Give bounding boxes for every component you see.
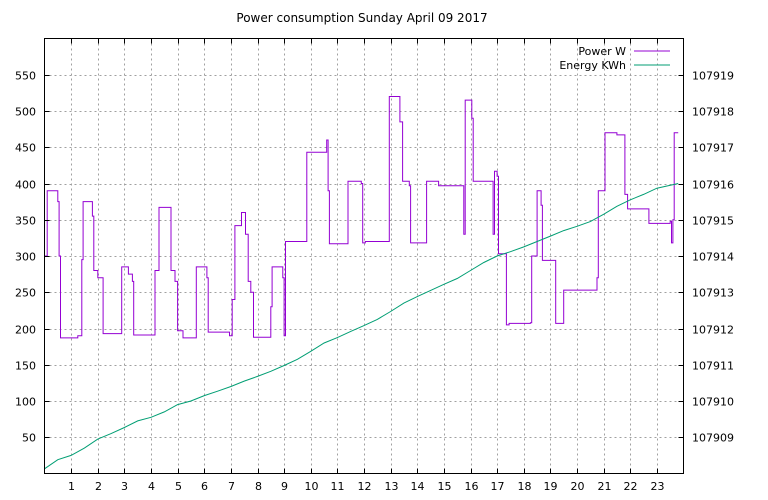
y-left-tick-label: 50 — [22, 432, 36, 445]
y-left-tick-label: 450 — [15, 142, 36, 155]
x-tick-label: 22 — [624, 480, 638, 493]
y-left-tick-label: 500 — [15, 106, 36, 119]
x-tick-label: 16 — [465, 480, 479, 493]
series-layer — [44, 96, 679, 470]
y-right-tick-label: 107917 — [692, 142, 734, 155]
y-left-tick-label: 400 — [15, 179, 36, 192]
x-tick-label: 18 — [518, 480, 532, 493]
x-tick-label: 11 — [331, 480, 345, 493]
y-right-tick-label: 107918 — [692, 106, 734, 119]
y-right-tick-label: 107914 — [692, 251, 734, 264]
grid — [44, 38, 684, 474]
y-right-tick-label: 107911 — [692, 360, 734, 373]
chart-title: Power consumption Sunday April 09 2017 — [236, 11, 487, 25]
x-tick-label: 2 — [95, 480, 102, 493]
y-right-tick-label: 107913 — [692, 287, 734, 300]
x-tick-label: 13 — [385, 480, 399, 493]
legend-label-energy: Energy KWh — [559, 59, 626, 72]
y-right-tick-label: 107909 — [692, 432, 734, 445]
x-tick-label: 10 — [305, 480, 319, 493]
x-tick-label: 17 — [491, 480, 505, 493]
x-tick-label: 3 — [121, 480, 128, 493]
x-tick-label: 23 — [651, 480, 665, 493]
axes: 1 2 3 4 5 6 7 8 9 10 11 12 13 14 15 16 17 18 19 20 21 22 23501… — [15, 38, 734, 493]
y-right-tick-label: 107919 — [692, 70, 734, 83]
y-right-tick-label: 107912 — [692, 324, 734, 337]
y-left-tick-label: 250 — [15, 287, 36, 300]
x-tick-label: 1 — [68, 480, 75, 493]
y-left-tick-label: 200 — [15, 324, 36, 337]
y-left-tick-label: 300 — [15, 251, 36, 264]
series-line-energy — [44, 183, 679, 470]
y-right-tick-label: 107915 — [692, 215, 734, 228]
y-left-tick-label: 100 — [15, 396, 36, 409]
x-tick-label: 8 — [255, 480, 262, 493]
x-tick-label: 15 — [438, 480, 452, 493]
x-tick-label: 19 — [544, 480, 558, 493]
y-left-tick-label: 150 — [15, 360, 36, 373]
legend-label-power: Power W — [578, 45, 626, 58]
legend: Power W Energy KWh — [559, 45, 670, 72]
x-tick-label: 12 — [358, 480, 372, 493]
x-tick-label: 4 — [148, 480, 155, 493]
x-tick-label: 7 — [228, 480, 235, 493]
y-left-tick-label: 350 — [15, 215, 36, 228]
x-tick-label: 9 — [281, 480, 288, 493]
x-tick-label: 20 — [571, 480, 585, 493]
x-tick-label: 21 — [598, 480, 612, 493]
series-line-power — [44, 96, 679, 339]
x-tick-label: 6 — [201, 480, 208, 493]
y-right-tick-label: 107910 — [692, 396, 734, 409]
y-left-tick-label: 550 — [15, 70, 36, 83]
x-tick-label: 14 — [411, 480, 425, 493]
y-right-tick-label: 107916 — [692, 179, 734, 192]
x-tick-label: 5 — [175, 480, 182, 493]
